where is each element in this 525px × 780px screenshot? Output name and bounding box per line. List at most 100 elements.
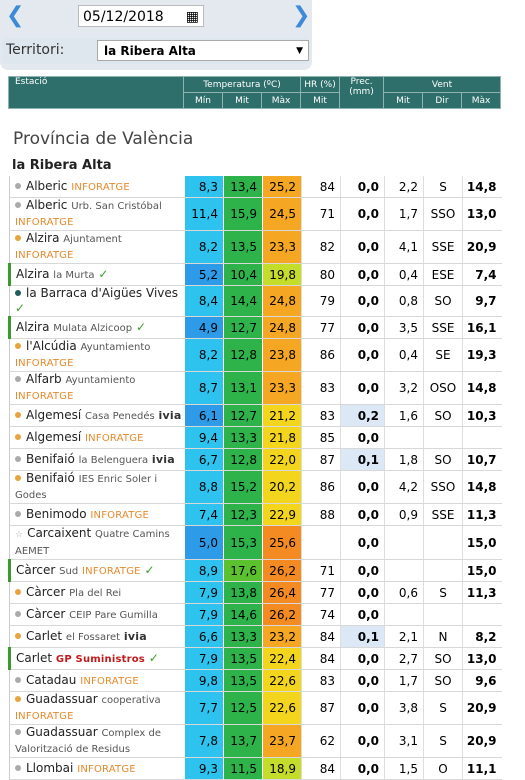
value-cell: 11,1 xyxy=(462,757,502,780)
network-logo: INFORATGE xyxy=(90,509,150,521)
station-name: Carcaixent xyxy=(27,526,92,540)
value: SO xyxy=(434,673,452,688)
station-row: Carlet GP Suministros ✓ 7,9 13,5 22,4 84 0,0 2… xyxy=(8,647,502,670)
marker xyxy=(15,610,21,617)
value: 15,0 xyxy=(466,535,497,550)
value: 24,5 xyxy=(269,207,296,221)
territory-bar: Territori: la Ribera Alta ▼ xyxy=(2,38,310,64)
value: 14,8 xyxy=(466,179,497,194)
value: 83 xyxy=(319,381,335,395)
value-cell: 17,6 xyxy=(223,559,263,582)
value-cell: 7,9 xyxy=(184,603,224,626)
verified-icon: ✓ xyxy=(15,301,26,315)
value: 22,0 xyxy=(269,452,296,467)
value-cell: 0,0 xyxy=(340,176,385,198)
territory-label: Territori: xyxy=(6,42,65,58)
station-cell: Alfarb Ayuntamiento INFORATGE xyxy=(9,371,185,405)
station-name: Alberic xyxy=(26,178,68,193)
value: S xyxy=(439,179,447,194)
value-cell: SSE xyxy=(423,230,463,264)
station-row: la Barraca d'Aigües Vives ✓ 8,4 14,4 24,8 79… xyxy=(9,285,502,317)
value-cell: 12,8 xyxy=(223,448,263,471)
value-cell: 86 xyxy=(301,338,341,372)
value-cell: 19,8 xyxy=(262,263,302,286)
marker xyxy=(15,433,21,440)
value-cell: 2,1 xyxy=(384,625,424,648)
value: 0,0 xyxy=(357,480,379,494)
value: 4,2 xyxy=(398,480,418,494)
territory-select[interactable]: la Ribera Alta ▼ xyxy=(97,40,309,61)
value-cell: 11,4 xyxy=(184,197,224,231)
value-cell: 11,5 xyxy=(223,757,263,780)
value-cell: 0,0 xyxy=(340,503,385,526)
station-cell: Algemesí INFORATGE xyxy=(9,426,185,449)
station-row: Benifaió la Belenguera ivia 6,7 12,8 22,0 87… xyxy=(9,448,502,471)
value: 87 xyxy=(319,701,335,715)
value: 5,0 xyxy=(198,535,218,550)
value: S xyxy=(439,585,447,600)
value: SSO xyxy=(430,207,456,221)
value-cell: 24,8 xyxy=(262,316,302,339)
value: 0,0 xyxy=(357,267,379,282)
station-cell: la Barraca d'Aigües Vives ✓ xyxy=(9,285,185,317)
value-cell: 14,4 xyxy=(223,285,263,317)
value: 18,9 xyxy=(269,761,296,776)
value: 14,6 xyxy=(230,607,257,622)
network-logo: ivia xyxy=(158,408,182,422)
value-cell: 13,1 xyxy=(223,371,263,405)
station-row: Alberic Urb. San Cristóbal INFORATGE 11,4… xyxy=(9,197,502,231)
value-cell: 0,4 xyxy=(384,263,424,286)
value: 11,5 xyxy=(230,761,257,776)
marker xyxy=(15,202,21,208)
station-name: Benifaió xyxy=(26,451,75,466)
value: 13,7 xyxy=(230,734,257,748)
value: 7,4 xyxy=(198,507,218,522)
value-cell: 13,5 xyxy=(223,669,263,692)
value-cell: SSO xyxy=(423,197,463,231)
station-detail: Casa Penedés xyxy=(85,410,155,422)
value: 3,8 xyxy=(398,701,418,715)
value-cell: 23,3 xyxy=(262,230,302,264)
sub-header-cell: Mit xyxy=(300,92,340,109)
value-cell: 19,3 xyxy=(462,338,502,372)
station-row: Alberic INFORATGE 8,3 13,4 25,2 84 0,0 2,2 S 14,… xyxy=(9,176,502,198)
value-cell: 0,0 xyxy=(340,559,385,582)
value: SO xyxy=(434,651,452,666)
value-cell: 8,2 xyxy=(184,338,224,372)
value: 7,8 xyxy=(198,734,218,748)
value-cell: 13,0 xyxy=(462,197,502,231)
station-cell: Alzira la Murta ✓ xyxy=(8,263,185,286)
marker xyxy=(15,676,21,683)
value-cell: 3,1 xyxy=(384,724,424,758)
value-cell: 0,0 xyxy=(340,230,385,264)
prev-day[interactable]: ❮ xyxy=(6,3,25,28)
value: 12,8 xyxy=(230,348,257,362)
station-detail: la Murta xyxy=(53,269,95,281)
value-cell: 9,7 xyxy=(462,285,502,317)
value-cell: 15,0 xyxy=(462,559,502,582)
value: 22,6 xyxy=(269,673,296,688)
value: 71 xyxy=(319,563,335,578)
station-name: Benimodo xyxy=(26,506,87,521)
date-input[interactable]: 05/12/2018 ▦ xyxy=(78,5,204,27)
value-cell: ESE xyxy=(423,263,463,286)
value: 84 xyxy=(319,179,335,194)
value: 7,9 xyxy=(198,651,218,666)
next-day[interactable]: ❯ xyxy=(292,3,311,28)
value-cell: 0,0 xyxy=(340,263,385,286)
territory: la Ribera Alta xyxy=(104,44,196,58)
station-name: Alzira xyxy=(16,319,50,334)
value: SO xyxy=(434,452,452,467)
value: 22,4 xyxy=(269,651,296,666)
value-cell: 88 xyxy=(301,503,341,526)
sub-header-cell: Dir xyxy=(422,92,462,109)
value: 6,1 xyxy=(198,408,218,423)
value: 26,2 xyxy=(269,607,296,622)
value: 9,8 xyxy=(198,673,218,688)
value-cell: 23,2 xyxy=(262,625,302,648)
station-detail: Urb. San Cristóbal xyxy=(71,201,162,212)
value: 12,3 xyxy=(230,507,257,522)
value-cell: 12,7 xyxy=(223,316,263,339)
value-cell: 0,0 xyxy=(340,603,385,626)
station-name: Càrcer xyxy=(26,584,66,599)
